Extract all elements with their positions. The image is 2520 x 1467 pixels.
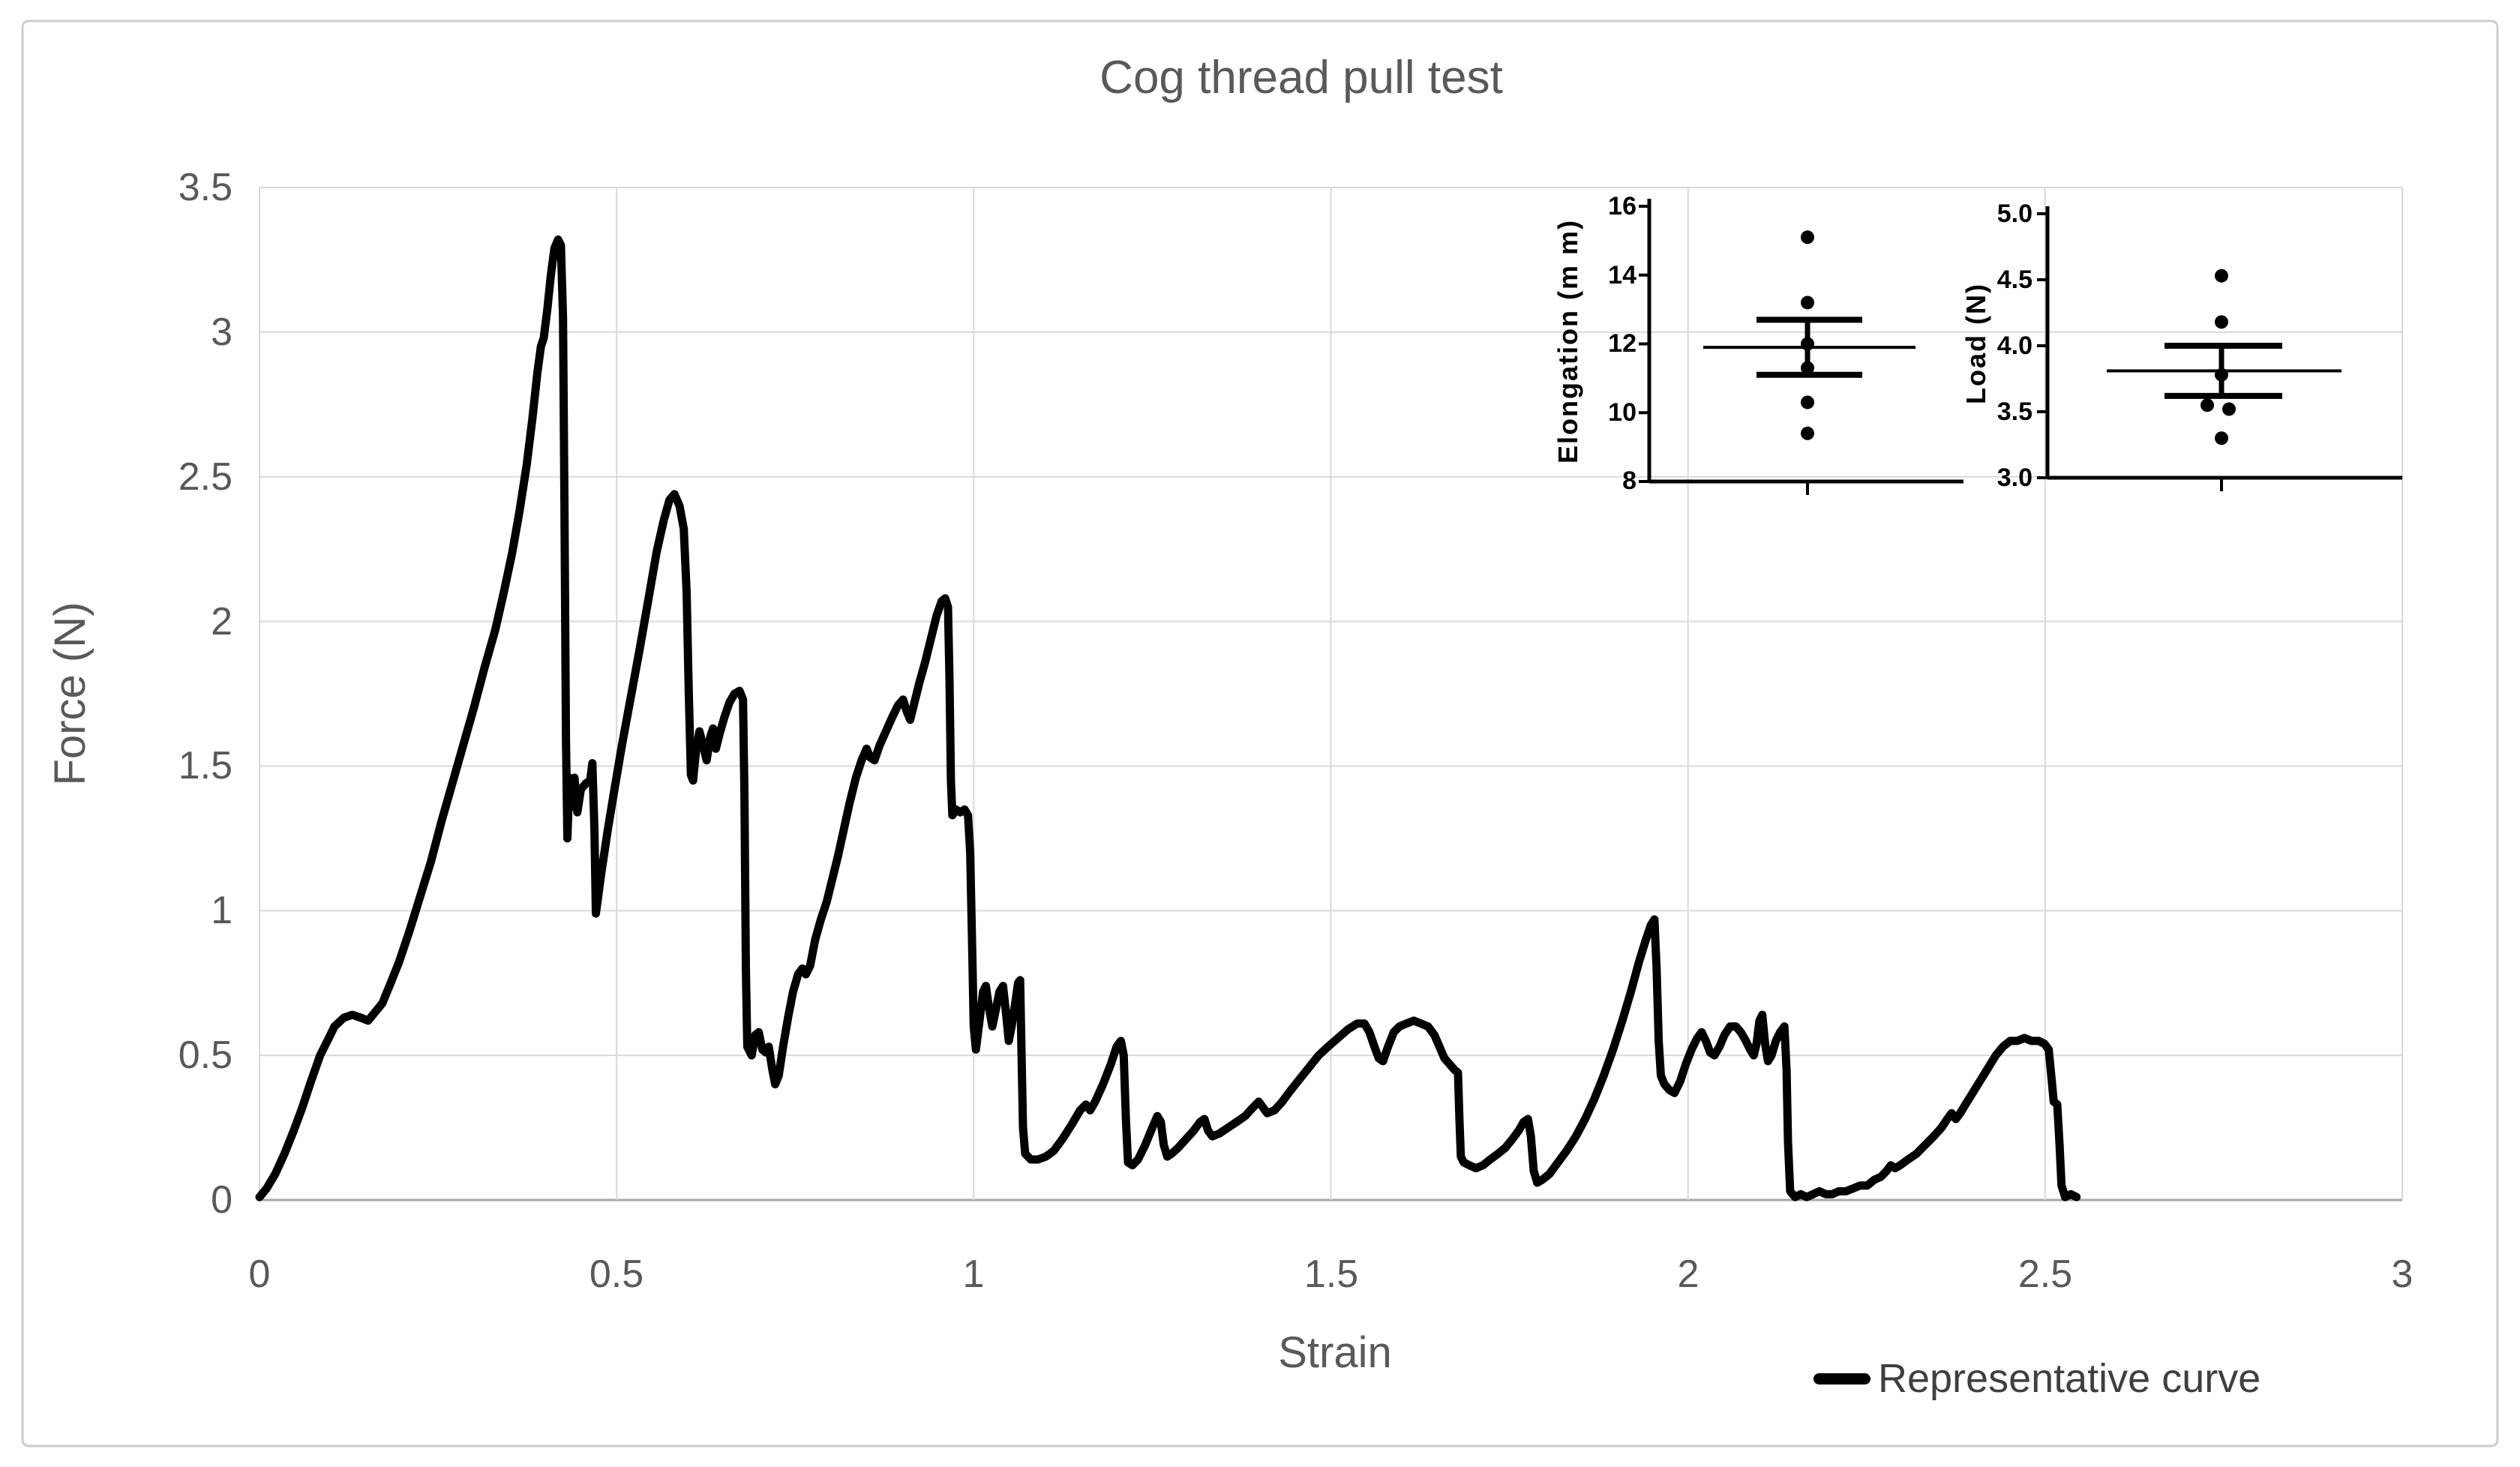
- legend-line-icon: [1814, 1372, 1870, 1384]
- x-tick-label: 2: [1677, 1252, 1700, 1296]
- y-tick-label: 1: [211, 889, 232, 932]
- x-axis-title: Strain: [1278, 1328, 1392, 1377]
- legend: Representative curve: [1814, 1348, 2260, 1408]
- load-tick-label: 4.5: [1996, 266, 2032, 294]
- y-tick-label: 3.5: [178, 166, 232, 209]
- load-tick-label: 4.0: [1996, 332, 2032, 360]
- x-tick-label: 0: [248, 1252, 271, 1296]
- y-tick-label: 2: [211, 600, 232, 644]
- chart-title: Cog thread pull test: [1100, 52, 1503, 104]
- y-axis-title: Force (N): [46, 602, 94, 786]
- y-tick-label: 0.5: [178, 1034, 232, 1077]
- elongation-tick-label: 16: [1608, 192, 1636, 220]
- legend-label: Representative curve: [1878, 1356, 2261, 1401]
- x-tick-label: 1.5: [1304, 1252, 1359, 1296]
- y-tick-label: 3: [211, 310, 232, 354]
- x-tick-label: 1: [962, 1252, 985, 1296]
- load-tick-label: 3.5: [1996, 398, 2032, 426]
- elongation-tick-label: 14: [1608, 261, 1636, 290]
- elongation-tick-label: 8: [1622, 466, 1636, 495]
- x-tick-label: 2.5: [2018, 1252, 2073, 1296]
- x-tick-label: 3: [2391, 1252, 2414, 1296]
- elongation-tick-label: 12: [1608, 329, 1636, 358]
- load-tick-label: 5.0: [1996, 200, 2032, 228]
- elongation-tick-label: 10: [1608, 398, 1636, 427]
- y-tick-label: 2.5: [178, 455, 232, 499]
- y-tick-label: 1.5: [178, 744, 232, 788]
- y-tick-label: 0: [211, 1178, 232, 1222]
- x-tick-label: 0.5: [589, 1252, 644, 1296]
- load-tick-label: 3.0: [1996, 464, 2032, 492]
